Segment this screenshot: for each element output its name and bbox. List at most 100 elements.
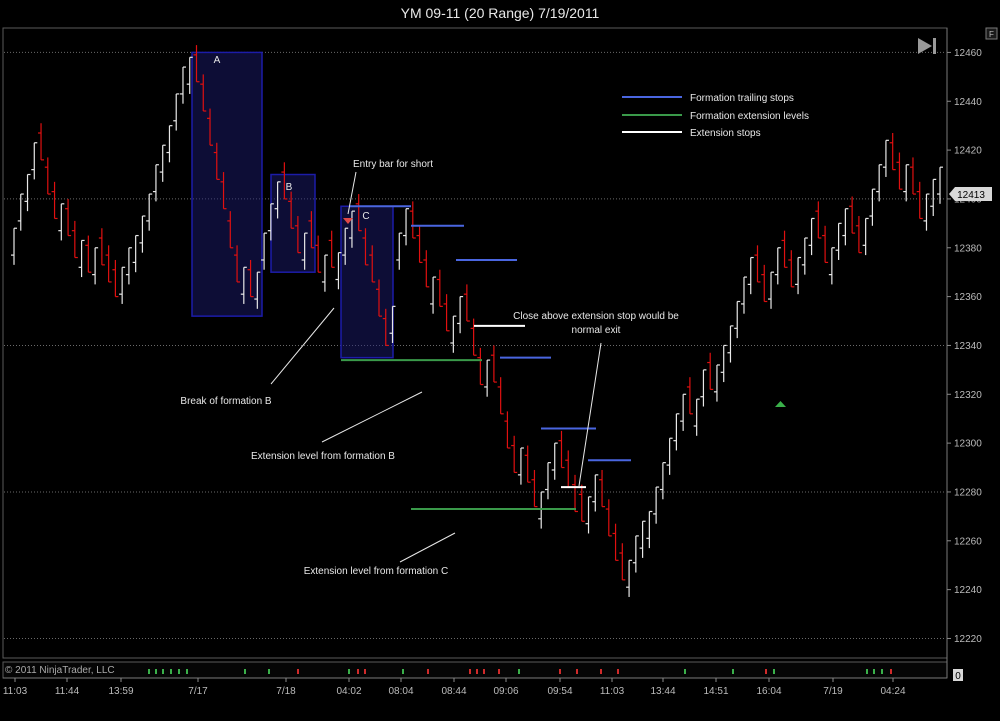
price-bar	[673, 413, 680, 451]
price-bar	[903, 164, 910, 202]
price-bar	[294, 216, 301, 254]
break-b-pointer-line	[270, 307, 335, 385]
price-bar	[267, 203, 274, 241]
price-bar	[328, 230, 335, 268]
long-entry-marker-icon	[775, 401, 786, 407]
price-bar	[659, 462, 666, 500]
grid-lines	[4, 51, 946, 639]
price-bar	[626, 559, 633, 597]
price-bar	[937, 166, 943, 204]
price-bar	[125, 247, 132, 285]
price-bar	[822, 225, 829, 264]
price-bar	[44, 157, 51, 195]
price-bar	[524, 445, 531, 483]
time-tick-label-8: 09:06	[493, 686, 518, 697]
price-bar	[666, 437, 673, 475]
price-bar	[98, 228, 105, 266]
price-bar	[578, 484, 585, 522]
price-bar	[740, 276, 747, 314]
price-bar	[869, 188, 876, 226]
price-tick-label-1: 12240	[954, 585, 982, 596]
price-bar	[92, 247, 99, 285]
sub-panel	[2, 661, 948, 679]
time-tick-label-10: 11:03	[600, 686, 625, 697]
time-tick-label-4: 7/18	[276, 686, 296, 697]
price-bar	[403, 208, 410, 246]
price-bar	[747, 256, 754, 295]
price-tick-label-0: 12220	[954, 634, 982, 645]
price-bar	[686, 377, 693, 415]
price-bar	[38, 123, 45, 161]
price-bar	[680, 393, 687, 431]
price-bar	[51, 181, 58, 220]
time-tick-label-5: 04:02	[336, 686, 361, 697]
sub-panel-markers	[148, 669, 892, 674]
label-formation-c: C	[362, 211, 369, 222]
price-bar	[734, 300, 741, 339]
annotation-lines	[270, 171, 602, 563]
price-bar	[227, 211, 234, 249]
price-bar	[139, 215, 146, 253]
price-bar	[119, 266, 126, 304]
sub-panel-marker	[483, 669, 485, 674]
ext-c-pointer-line	[399, 532, 456, 563]
ext-b-pointer-line	[321, 391, 423, 443]
sub-panel-marker	[297, 669, 299, 674]
price-bar	[808, 217, 815, 256]
time-axis-labels: 11:03 11:44 13:59 7/17 7/18 04:02 08:04 08:44 09…	[3, 678, 906, 697]
sub-panel-marker	[244, 669, 246, 674]
price-bar	[274, 181, 281, 219]
time-tick-label-15: 04:24	[880, 686, 905, 697]
price-bar	[24, 173, 31, 212]
price-bar	[261, 232, 268, 270]
sub-panel-marker	[866, 669, 868, 674]
legend: Formation trailing stops Formation exten…	[622, 93, 809, 139]
price-bar	[416, 225, 423, 264]
price-bar	[146, 193, 153, 231]
sub-panel-marker	[427, 669, 429, 674]
subpanel-value: 0	[955, 671, 961, 682]
price-bar	[862, 217, 869, 256]
price-bar	[565, 450, 572, 488]
price-bar	[443, 294, 450, 332]
price-bar	[342, 227, 349, 265]
price-bar	[409, 201, 416, 239]
annotation-ext-b: Extension level from formation B	[251, 451, 395, 462]
time-tick-label-11: 13:44	[650, 686, 675, 697]
price-bar	[511, 435, 518, 474]
legend-label-trailing: Formation trailing stops	[690, 93, 794, 104]
sub-panel-marker	[765, 669, 767, 674]
time-tick-label-3: 7/17	[188, 686, 208, 697]
price-bar	[389, 305, 396, 343]
price-bar	[551, 442, 558, 480]
panel-button[interactable]	[985, 27, 998, 40]
annotation-close-above-line1: Close above extension stop would be	[513, 311, 679, 322]
price-bar	[186, 56, 193, 94]
price-bar	[484, 359, 491, 397]
price-bar	[835, 222, 842, 260]
annotation-break-b: Break of formation B	[180, 396, 271, 407]
price-bar	[558, 430, 565, 469]
short-entry-marker-icon	[343, 218, 353, 224]
sub-panel-marker	[170, 669, 172, 674]
sub-panel-marker	[559, 669, 561, 674]
price-bar	[281, 162, 288, 200]
scroll-to-end-icon[interactable]	[918, 38, 936, 54]
price-bar	[720, 344, 727, 383]
sub-panel-marker	[498, 669, 500, 674]
price-bar	[132, 234, 139, 273]
time-tick-label-9: 09:54	[547, 686, 572, 697]
sub-panel-marker	[148, 669, 150, 674]
price-bar	[65, 198, 72, 237]
price-bar	[768, 271, 775, 309]
last-price-value: 12413	[957, 190, 985, 201]
price-bar	[849, 196, 856, 234]
price-bar	[889, 133, 896, 171]
sub-panel-marker	[576, 669, 578, 674]
price-bar	[538, 491, 545, 529]
legend-label-extension: Formation extension levels	[690, 111, 809, 122]
price-bar	[639, 520, 646, 558]
sub-panel-marker	[155, 669, 157, 674]
price-bar	[815, 201, 822, 239]
